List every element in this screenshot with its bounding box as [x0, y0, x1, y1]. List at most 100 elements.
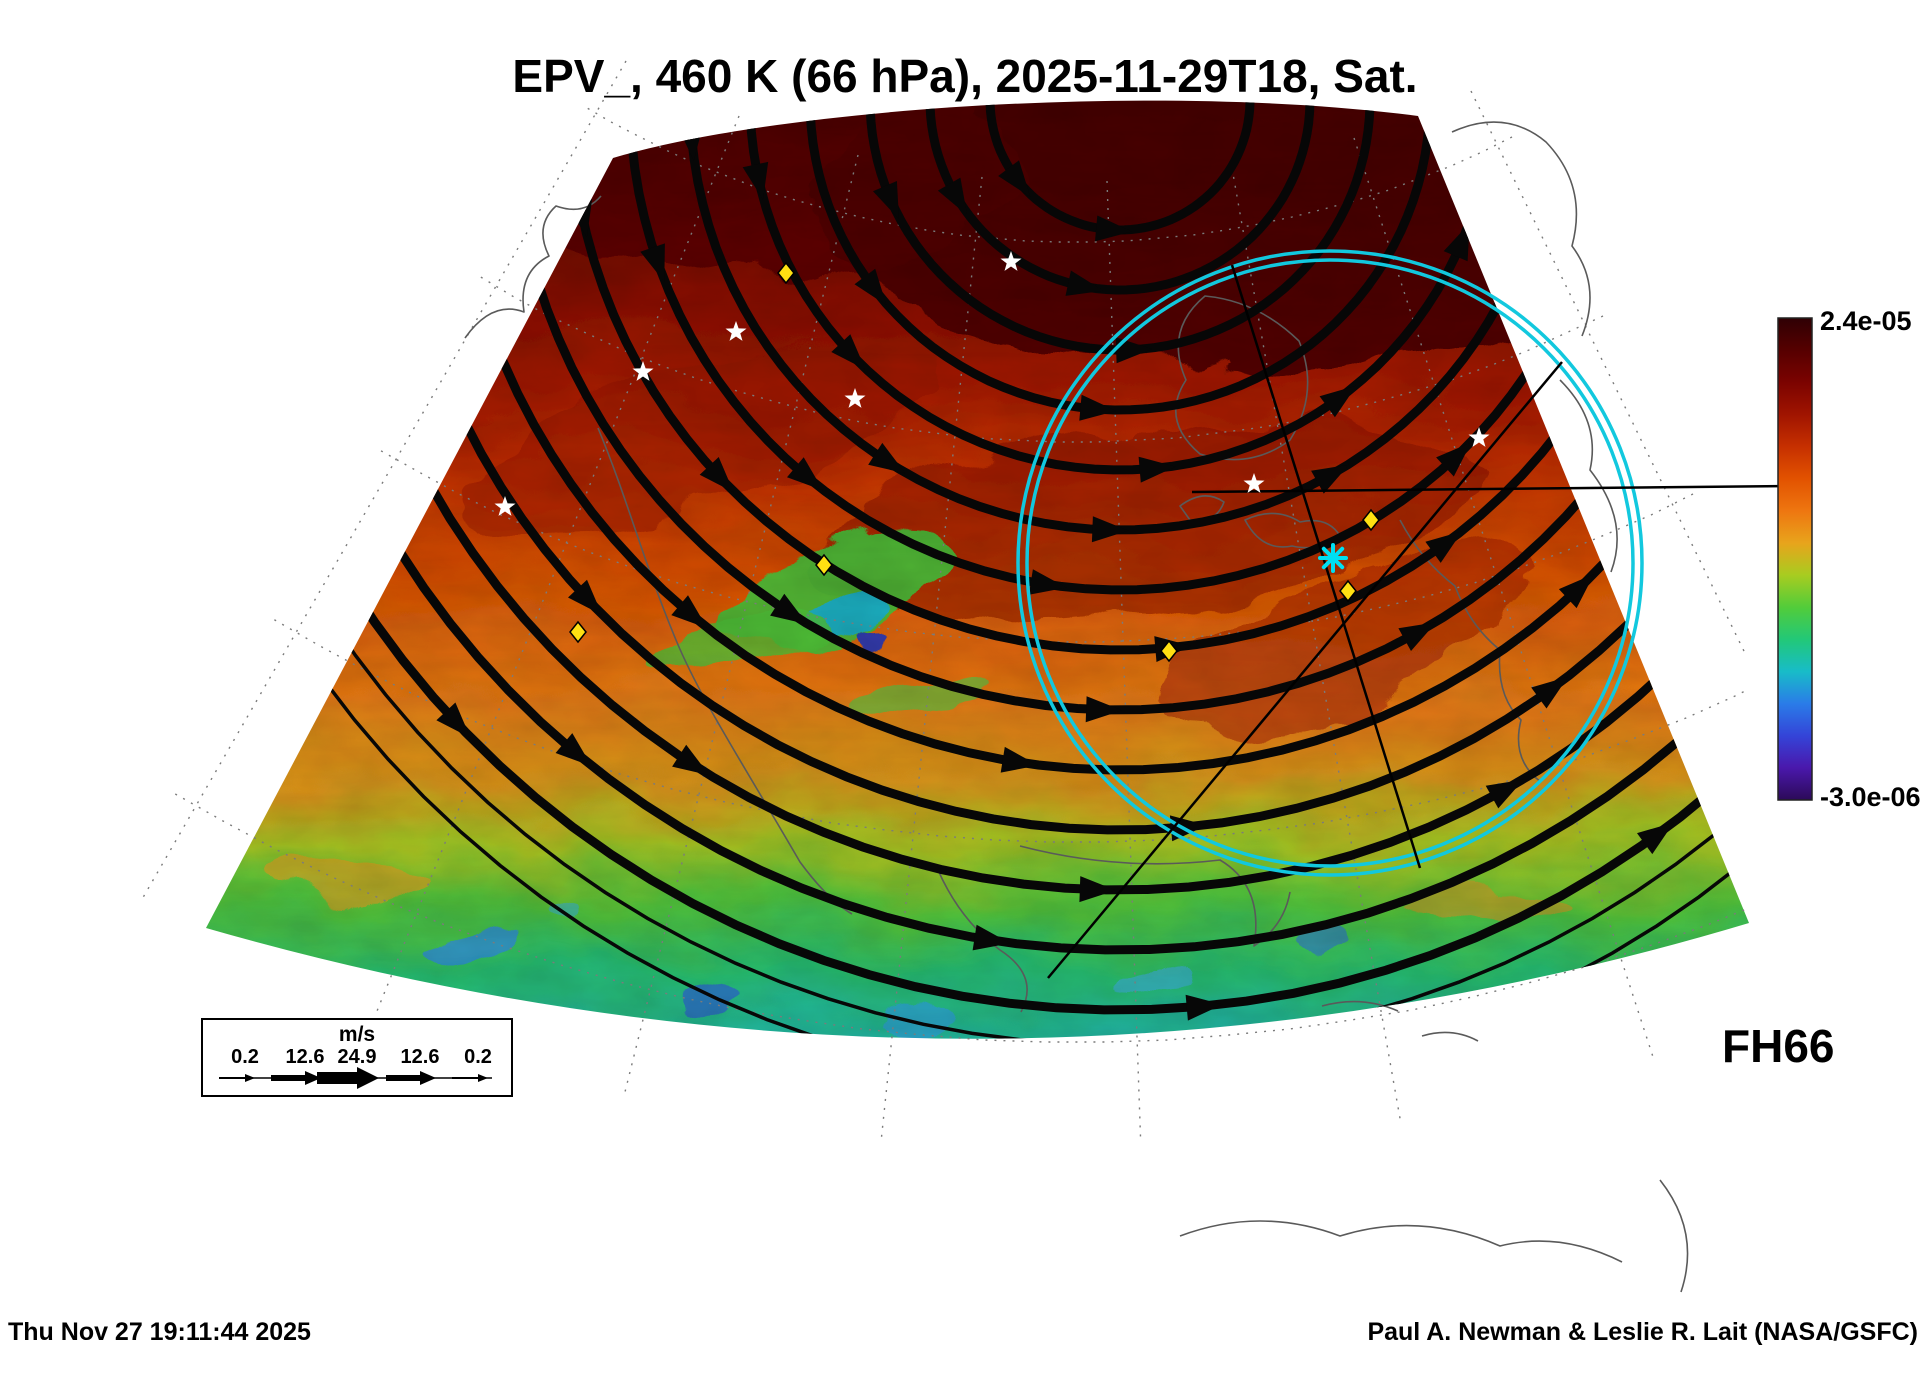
station-marker-diamond	[1362, 508, 1380, 532]
flow-arrow	[1311, 464, 1349, 494]
legend-tick-4: 0.2	[464, 1046, 492, 1068]
legend-tick-2: 24.9	[338, 1046, 377, 1068]
city-marker-star	[725, 321, 747, 341]
latitude-gridline	[169, 790, 1745, 1043]
map-panel	[140, 60, 1926, 1293]
flow-arrow	[699, 457, 734, 493]
flow-arrow	[1115, 337, 1153, 364]
flow-arrow	[1095, 215, 1132, 242]
flow-arrow	[470, 302, 495, 341]
flow-arrow	[568, 579, 603, 615]
range-circle-inner	[1025, 258, 1635, 868]
station-marker-diamond	[569, 620, 587, 644]
legend-tick-1: 12.6	[286, 1046, 325, 1068]
flow-arrow	[319, 155, 345, 193]
flow-arrow	[1436, 442, 1472, 477]
legend-tick-3: 12.6	[401, 1046, 440, 1068]
colorbar-min-label: -3.0e-06	[1820, 782, 1921, 812]
colorbar-max-label: 2.4e-05	[1820, 306, 1912, 336]
generated-timestamp: Thu Nov 27 19:11:44 2025	[8, 1318, 311, 1346]
streamline-thin	[265, 303, 1749, 1039]
coastline-south-america	[1179, 1179, 1689, 1293]
range-circle-outer	[1016, 249, 1644, 877]
overlay-annotations	[494, 249, 1787, 979]
colorbar: 2.4e-05 -3.0e-06	[1777, 306, 1921, 812]
city-marker-star	[844, 388, 866, 408]
flow-arrow	[1707, 172, 1734, 210]
flow-arrow	[1609, 293, 1636, 332]
station-marker-diamond	[1160, 639, 1178, 663]
latitude-gridline	[581, 104, 1513, 243]
flow-arrow	[1425, 531, 1463, 563]
city-marker-star	[1243, 473, 1265, 493]
flow-arrow	[436, 702, 471, 738]
flow-arrow	[1283, 1065, 1304, 1078]
wind-scale-arrow-medium-left	[271, 1071, 321, 1085]
wind-speed-legend: m/s 0.2 12.6 24.9 12.6 0.2	[201, 1018, 513, 1097]
flow-arrow	[972, 924, 1011, 951]
flow-arrow	[671, 595, 708, 629]
track-line	[1047, 361, 1563, 979]
flow-arrow	[1485, 779, 1524, 809]
flow-arrow	[390, 236, 416, 275]
flow-arrow	[214, 274, 240, 313]
flow-arrow	[299, 360, 325, 399]
coastline-alaska	[464, 195, 602, 339]
flow-arrow	[937, 177, 968, 216]
flow-arrow	[498, 139, 525, 177]
wind-scale-arrow-large	[317, 1067, 379, 1089]
flow-arrow	[555, 733, 592, 767]
flow-arrow	[1575, 212, 1600, 251]
flow-arrow	[1748, 262, 1749, 301]
graticule	[140, 60, 1745, 1140]
coastline-pacific	[597, 427, 853, 915]
flow-arrow	[1443, 223, 1470, 262]
city-marker-star	[494, 496, 516, 516]
center-marker-asterisk	[1321, 546, 1345, 570]
flow-arrow	[1091, 516, 1129, 543]
flow-arrow	[672, 744, 710, 776]
streamline	[925, 100, 1315, 295]
flow-arrow	[1529, 144, 1556, 182]
coastline-mexico	[937, 869, 1028, 1013]
station-marker-diamond	[1339, 579, 1357, 603]
coastline-caribbean-islands	[1321, 1000, 1479, 1042]
flow-arrow	[1079, 876, 1116, 903]
flow-arrow	[1921, 312, 1926, 350]
flow-arrow	[1079, 394, 1117, 421]
flow-arrow	[1681, 705, 1717, 740]
flow-arrow	[1138, 456, 1176, 483]
flow-arrow	[787, 457, 823, 491]
flow-arrow	[640, 243, 665, 282]
city-marker-star	[1468, 427, 1490, 447]
flow-arrow	[868, 442, 906, 474]
flow-arrow	[770, 593, 808, 625]
flow-arrow	[1319, 385, 1357, 418]
flow-arrow	[1276, 1025, 1297, 1039]
coastline-hudson-bay	[1174, 295, 1309, 461]
coastline-greenland-labrador	[1451, 121, 1618, 573]
wind-scale-arrow-small-left	[219, 1074, 255, 1082]
flow-arrow	[854, 268, 887, 306]
coastline-gulf-florida	[1019, 845, 1291, 947]
flow-arrow	[831, 334, 866, 370]
flow-arrow	[1065, 270, 1104, 296]
station-marker-diamond	[777, 261, 795, 285]
legend-units-label: m/s	[339, 1023, 375, 1046]
wind-scale-arrow-medium-right	[386, 1071, 436, 1085]
latitude-gridline	[272, 618, 1745, 843]
flow-arrow	[998, 160, 1031, 197]
forecast-hour-label: FH66	[1722, 1020, 1834, 1072]
colorbar-gradient	[1777, 317, 1813, 801]
flow-arrow	[1085, 696, 1123, 723]
credit-line: Paul A. Newman & Leslie R. Lait (NASA/GS…	[1367, 1318, 1918, 1346]
flow-arrow	[873, 181, 899, 220]
city-marker-star	[632, 361, 654, 381]
flow-arrow	[1398, 622, 1437, 651]
flow-arrow	[1637, 822, 1674, 855]
flow-arrow	[1185, 994, 1223, 1021]
flow-arrow	[1886, 201, 1912, 239]
city-marker-star	[1000, 251, 1022, 271]
